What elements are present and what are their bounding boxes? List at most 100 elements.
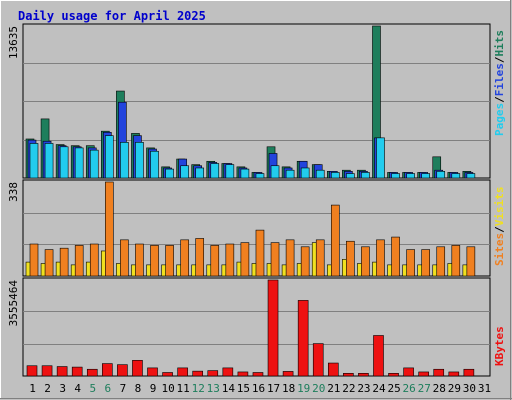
bar-pages-day-9 xyxy=(150,150,159,179)
bar-sites-day-8 xyxy=(135,243,144,277)
bar-kbytes-day-9 xyxy=(147,367,158,377)
bar-kbytes-day-22 xyxy=(343,372,354,377)
x-tick-label-day-3: 3 xyxy=(59,382,66,395)
bar-kbytes-day-3 xyxy=(56,366,68,377)
bar-pages-day-13 xyxy=(210,163,220,179)
bar-kbytes-day-4 xyxy=(71,366,83,377)
panel-1-ymax-label: 13635 xyxy=(7,26,20,59)
bar-kbytes-day-21 xyxy=(327,362,339,377)
bar-sites-day-1 xyxy=(29,243,39,277)
bar-pages-day-6 xyxy=(105,135,114,179)
x-tick-label-day-9: 9 xyxy=(150,382,157,395)
panel-3-ymax-label: 3555464 xyxy=(7,280,20,327)
bar-kbytes-day-5 xyxy=(86,368,98,377)
x-tick-label-day-24: 24 xyxy=(372,382,386,395)
bar-pages-day-2 xyxy=(44,143,54,179)
bar-pages-day-24 xyxy=(376,137,385,179)
bar-kbytes-day-29 xyxy=(448,371,460,377)
x-tick-label-day-18: 18 xyxy=(282,382,295,395)
bar-kbytes-day-13 xyxy=(207,370,219,377)
bar-sites-day-13 xyxy=(210,245,220,277)
x-tick-label-day-17: 17 xyxy=(267,382,280,395)
x-tick-label-day-8: 8 xyxy=(135,382,142,395)
bar-sites-day-9 xyxy=(150,245,159,277)
panel-3-plot-area xyxy=(22,277,491,377)
bar-sites-day-7 xyxy=(120,239,129,277)
x-tick-label-day-2: 2 xyxy=(44,382,51,395)
legend-separator: / xyxy=(493,96,506,103)
x-tick-label-day-13: 13 xyxy=(207,382,220,395)
legend-pages: Pages xyxy=(493,103,506,136)
legend-separator: / xyxy=(493,56,506,63)
panel-2-legend: Sites/Visits xyxy=(493,187,506,267)
x-tick-label-day-16: 16 xyxy=(252,382,265,395)
bar-sites-day-4 xyxy=(74,245,84,277)
bar-kbytes-day-23 xyxy=(358,372,369,377)
bar-kbytes-day-6 xyxy=(102,363,113,377)
legend-sites: Sites xyxy=(493,233,506,266)
bar-kbytes-day-18 xyxy=(282,371,294,377)
bar-pages-day-12 xyxy=(195,167,205,179)
bar-sites-day-2 xyxy=(44,249,54,277)
bar-pages-day-15 xyxy=(240,168,250,179)
bar-sites-day-11 xyxy=(180,239,189,277)
bar-sites-day-14 xyxy=(225,243,235,277)
x-tick-label-day-25: 25 xyxy=(387,382,400,395)
x-tick-label-day-30: 30 xyxy=(463,382,476,395)
bar-kbytes-day-19 xyxy=(297,300,309,377)
bar-pages-day-30 xyxy=(466,173,476,179)
bar-kbytes-day-20 xyxy=(312,343,324,377)
bar-pages-day-3 xyxy=(59,146,69,179)
legend-files: Files xyxy=(493,63,506,96)
bar-kbytes-day-26 xyxy=(403,367,414,377)
x-tick-label-day-28: 28 xyxy=(433,382,446,395)
bar-kbytes-day-10 xyxy=(162,372,173,377)
bar-kbytes-day-1 xyxy=(26,365,38,377)
bar-sites-day-21 xyxy=(330,204,340,277)
bar-pages-day-21 xyxy=(330,172,340,179)
legend-hits: Hits xyxy=(493,30,506,57)
bar-kbytes-day-2 xyxy=(41,365,53,377)
panel-1-legend: Pages/Files/Hits xyxy=(493,30,506,136)
x-tick-label-day-7: 7 xyxy=(120,382,127,395)
bar-sites-day-3 xyxy=(59,247,69,277)
x-tick-label-day-15: 15 xyxy=(237,382,250,395)
legend-visits: Visits xyxy=(493,187,506,227)
bar-sites-day-24 xyxy=(376,239,385,277)
x-tick-label-day-23: 23 xyxy=(357,382,370,395)
x-tick-label-day-31: 31 xyxy=(478,382,491,395)
x-tick-label-day-14: 14 xyxy=(222,382,236,395)
bar-sites-day-19 xyxy=(300,246,310,277)
bar-kbytes-day-24 xyxy=(373,335,384,377)
bar-pages-day-16 xyxy=(255,173,265,179)
bar-sites-day-25 xyxy=(391,236,400,277)
bar-pages-day-29 xyxy=(451,173,461,179)
x-tick-label-day-21: 21 xyxy=(327,382,340,395)
bar-sites-day-26 xyxy=(406,249,415,277)
x-tick-label-day-12: 12 xyxy=(192,382,205,395)
bar-kbytes-day-12 xyxy=(192,370,204,377)
bar-pages-day-26 xyxy=(406,173,415,179)
x-tick-label-day-4: 4 xyxy=(74,382,81,395)
x-tick-label-day-27: 27 xyxy=(418,382,431,395)
bar-kbytes-day-14 xyxy=(222,367,234,377)
x-tick-label-day-29: 29 xyxy=(448,382,461,395)
bar-kbytes-day-11 xyxy=(177,367,188,377)
bar-pages-day-19 xyxy=(300,167,310,179)
bar-pages-day-28 xyxy=(436,171,446,179)
bar-sites-day-22 xyxy=(346,240,355,277)
bar-sites-day-23 xyxy=(361,246,370,277)
bar-sites-day-10 xyxy=(165,245,174,277)
bar-sites-day-15 xyxy=(240,242,250,277)
x-tick-label-day-26: 26 xyxy=(403,382,416,395)
chart-title: Daily usage for April 2025 xyxy=(18,9,206,23)
bar-kbytes-day-27 xyxy=(418,371,429,377)
x-tick-label-day-22: 22 xyxy=(342,382,355,395)
bar-sites-day-28 xyxy=(436,246,446,277)
bar-sites-day-6 xyxy=(105,181,114,277)
bar-pages-day-5 xyxy=(89,149,99,179)
bar-pages-day-11 xyxy=(180,165,189,179)
bar-sites-day-12 xyxy=(195,238,205,277)
x-tick-label-day-5: 5 xyxy=(89,382,96,395)
